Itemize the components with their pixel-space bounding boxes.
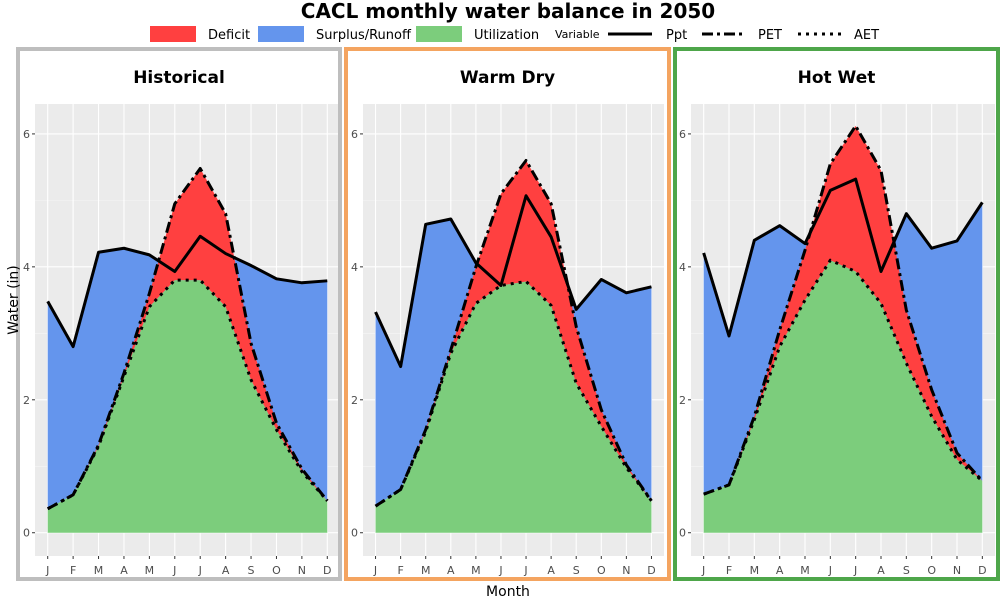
- y-tick-label: 2: [351, 394, 358, 407]
- x-tick-label: M: [800, 564, 810, 577]
- x-tick-label: S: [573, 564, 580, 577]
- x-tick-label: J: [45, 564, 49, 577]
- x-tick-label: O: [272, 564, 281, 577]
- x-axis-title: Month: [486, 584, 530, 600]
- series-line-ppt: [46, 234, 328, 349]
- legend-label-surplus: Surplus/Runoff: [316, 28, 412, 43]
- series-line-ppt: [374, 194, 652, 369]
- y-tick-label: 6: [351, 128, 358, 141]
- surplus-area: [703, 179, 983, 495]
- legend-swatch-utilization: [416, 26, 462, 42]
- x-tick-label: N: [953, 564, 961, 577]
- x-tick-label: S: [248, 564, 255, 577]
- panel-border: [344, 47, 671, 581]
- x-tick-label: D: [978, 564, 986, 577]
- x-tick-label: A: [447, 564, 455, 577]
- x-tick-label: S: [903, 564, 910, 577]
- x-tick-label: A: [222, 564, 230, 577]
- y-tick-label: 2: [679, 394, 686, 407]
- series-line-aet: [703, 258, 984, 496]
- panel-0: 0 2 4 6 J F M A M J J A S O N D Historical: [16, 47, 342, 581]
- x-tick-label: M: [94, 564, 104, 577]
- utilization-area: [375, 281, 652, 533]
- x-tick-label: J: [828, 564, 832, 577]
- x-tick-label: M: [471, 564, 481, 577]
- legend-label-pet: PET: [758, 28, 782, 43]
- x-tick-label: M: [421, 564, 431, 577]
- x-tick-label: N: [622, 564, 630, 577]
- y-tick-label: 0: [23, 527, 30, 540]
- x-tick-label: J: [523, 564, 527, 577]
- surplus-area: [375, 195, 652, 507]
- x-tick-label: J: [172, 564, 176, 577]
- legend-swatch-deficit: [150, 26, 196, 42]
- x-tick-label: J: [373, 564, 377, 577]
- y-tick-label: 4: [23, 261, 30, 274]
- panel-title: Historical: [133, 68, 225, 88]
- x-tick-label: A: [547, 564, 555, 577]
- series-line-aet: [46, 278, 329, 511]
- x-tick-label: F: [70, 564, 76, 577]
- legend-label-utilization: Utilization: [474, 28, 539, 43]
- x-tick-label: N: [298, 564, 306, 577]
- y-axis-title: Water (in): [6, 265, 22, 335]
- x-tick-label: D: [647, 564, 655, 577]
- x-tick-label: J: [498, 564, 502, 577]
- x-tick-label: O: [927, 564, 936, 577]
- y-tick-label: 4: [351, 261, 358, 274]
- x-tick-label: A: [776, 564, 784, 577]
- y-tick-label: 6: [679, 128, 686, 141]
- y-tick-label: 0: [351, 527, 358, 540]
- x-tick-label: J: [853, 564, 857, 577]
- panel-2: 0 2 4 6 J F M A M J J A S O N D Hot Wet: [673, 47, 1000, 581]
- legend-title-variable: Variable: [555, 28, 600, 41]
- x-tick-label: J: [198, 564, 202, 577]
- x-tick-label: M: [145, 564, 155, 577]
- x-tick-label: D: [323, 564, 331, 577]
- surplus-area: [47, 236, 328, 509]
- series-line-ppt: [702, 177, 984, 338]
- panel-border: [16, 47, 342, 581]
- y-tick-label: 2: [23, 394, 30, 407]
- y-tick-label: 6: [23, 128, 30, 141]
- y-tick-label: 4: [679, 261, 686, 274]
- series-line-aet: [374, 279, 653, 508]
- x-tick-label: F: [397, 564, 403, 577]
- chart-title: CACL monthly water balance in 2050: [301, 0, 715, 23]
- panel-1: 0 2 4 6 J F M A M J J A S O N D Warm Dry: [344, 47, 671, 581]
- x-tick-label: A: [877, 564, 885, 577]
- legend: Deficit Surplus/Runoff Utilization Varia…: [150, 26, 879, 43]
- legend-label-ppt: Ppt: [666, 28, 687, 43]
- x-tick-label: J: [701, 564, 705, 577]
- utilization-area: [703, 260, 983, 533]
- deficit-area: [375, 160, 652, 507]
- legend-label-aet: AET: [854, 28, 879, 43]
- x-tick-label: O: [597, 564, 606, 577]
- x-tick-label: F: [726, 564, 732, 577]
- x-tick-label: A: [120, 564, 128, 577]
- panel-border: [673, 47, 1000, 581]
- panel-title: Hot Wet: [798, 68, 876, 88]
- panel-title: Warm Dry: [460, 68, 555, 88]
- deficit-area: [47, 168, 328, 509]
- x-tick-label: M: [750, 564, 760, 577]
- legend-swatch-surplus: [258, 26, 304, 42]
- legend-label-deficit: Deficit: [208, 28, 250, 43]
- series-line-pet: [46, 166, 329, 511]
- utilization-area: [47, 280, 328, 533]
- series-line-pet: [703, 124, 984, 496]
- panels: 0 2 4 6 J F M A M J J A S O N D Historical 0 2 4 6 J F M A M J J A S O…: [16, 47, 1000, 581]
- y-tick-label: 0: [679, 527, 686, 540]
- deficit-area: [703, 125, 983, 495]
